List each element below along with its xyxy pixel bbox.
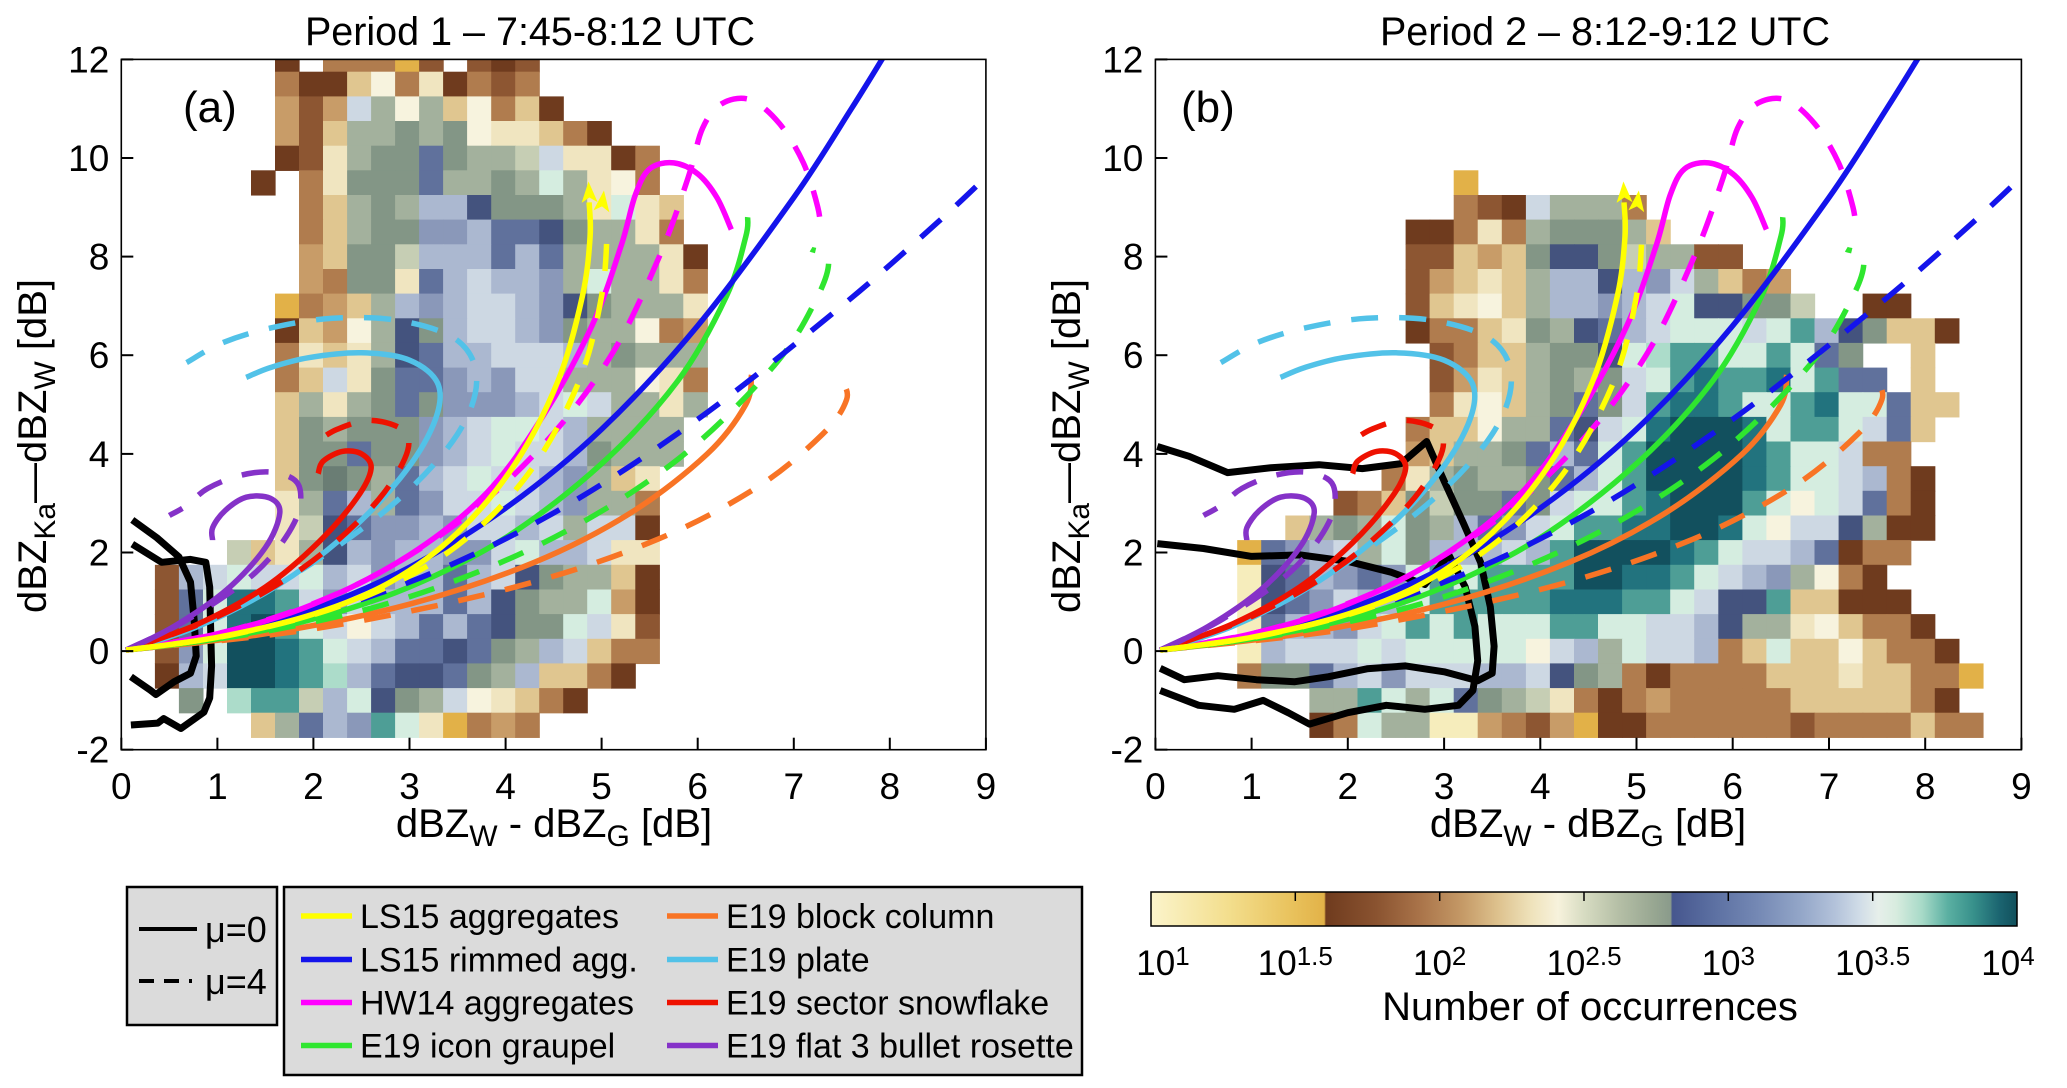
- svg-text:3: 3: [1434, 766, 1455, 807]
- svg-text:2: 2: [303, 766, 324, 807]
- svg-text:dBZW - dBZG [dB]: dBZW - dBZG [dB]: [396, 802, 712, 853]
- svg-text:E19 sector snowflake: E19 sector snowflake: [726, 985, 1049, 1023]
- svg-text:10: 10: [68, 138, 109, 179]
- svg-text:10: 10: [1102, 138, 1143, 179]
- svg-text:μ=0: μ=0: [205, 909, 267, 950]
- svg-text:0: 0: [1145, 766, 1166, 807]
- svg-text:4: 4: [1123, 434, 1144, 475]
- svg-text:E19 block column: E19 block column: [726, 898, 994, 936]
- svg-text:0: 0: [1123, 631, 1144, 672]
- svg-text:2: 2: [1338, 766, 1359, 807]
- svg-text:Period 2 – 8:12-9:12 UTC: Period 2 – 8:12-9:12 UTC: [1380, 10, 1830, 54]
- svg-text:8: 8: [880, 766, 901, 807]
- svg-text:3: 3: [399, 766, 420, 807]
- svg-text:6: 6: [1722, 766, 1743, 807]
- svg-text:Period 1 – 7:45-8:12 UTC: Period 1 – 7:45-8:12 UTC: [305, 10, 755, 54]
- svg-text:LS15 rimmed agg.: LS15 rimmed agg.: [360, 942, 638, 980]
- svg-text:E19 flat 3 bullet rosette: E19 flat 3 bullet rosette: [726, 1028, 1074, 1066]
- svg-text:4: 4: [89, 434, 110, 475]
- svg-text:1: 1: [1241, 766, 1262, 807]
- svg-text:7: 7: [1819, 766, 1840, 807]
- svg-text:-2: -2: [1110, 730, 1143, 771]
- svg-text:6: 6: [687, 766, 708, 807]
- svg-text:dBZKa—dBZW [dB]: dBZKa—dBZW [dB]: [11, 279, 62, 613]
- svg-text:8: 8: [1915, 766, 1936, 807]
- svg-text:-2: -2: [76, 730, 109, 771]
- svg-text:HW14 aggregates: HW14 aggregates: [360, 985, 634, 1023]
- svg-text:8: 8: [1123, 237, 1144, 278]
- svg-text:4: 4: [495, 766, 516, 807]
- svg-text:Number of occurrences: Number of occurrences: [1382, 985, 1798, 1029]
- svg-text:9: 9: [976, 766, 997, 807]
- svg-text:101: 101: [1136, 941, 1189, 983]
- svg-text:7: 7: [784, 766, 805, 807]
- svg-text:E19 icon graupel: E19 icon graupel: [360, 1028, 615, 1066]
- svg-text:9: 9: [2011, 766, 2032, 807]
- svg-text:dBZKa—dBZW [dB]: dBZKa—dBZW [dB]: [1045, 279, 1096, 613]
- svg-text:LS15 aggregates: LS15 aggregates: [360, 898, 619, 936]
- svg-text:2: 2: [89, 533, 110, 574]
- svg-text:dBZW - dBZG [dB]: dBZW - dBZG [dB]: [1430, 802, 1746, 853]
- svg-text:5: 5: [1626, 766, 1647, 807]
- svg-text:8: 8: [89, 237, 110, 278]
- svg-text:μ=4: μ=4: [205, 961, 267, 1002]
- svg-text:6: 6: [89, 335, 110, 376]
- svg-text:0: 0: [89, 631, 110, 672]
- svg-text:104: 104: [1981, 941, 2034, 983]
- svg-text:6: 6: [1123, 335, 1144, 376]
- svg-text:1: 1: [207, 766, 228, 807]
- svg-text:2: 2: [1123, 533, 1144, 574]
- svg-text:12: 12: [1102, 39, 1143, 80]
- svg-text:(b): (b): [1181, 83, 1235, 132]
- svg-text:12: 12: [68, 39, 109, 80]
- svg-text:5: 5: [591, 766, 612, 807]
- svg-text:4: 4: [1530, 766, 1551, 807]
- svg-text:E19 plate: E19 plate: [726, 942, 870, 980]
- svg-text:102.5: 102.5: [1546, 941, 1621, 983]
- svg-text:0: 0: [111, 766, 132, 807]
- svg-text:(a): (a): [183, 83, 237, 132]
